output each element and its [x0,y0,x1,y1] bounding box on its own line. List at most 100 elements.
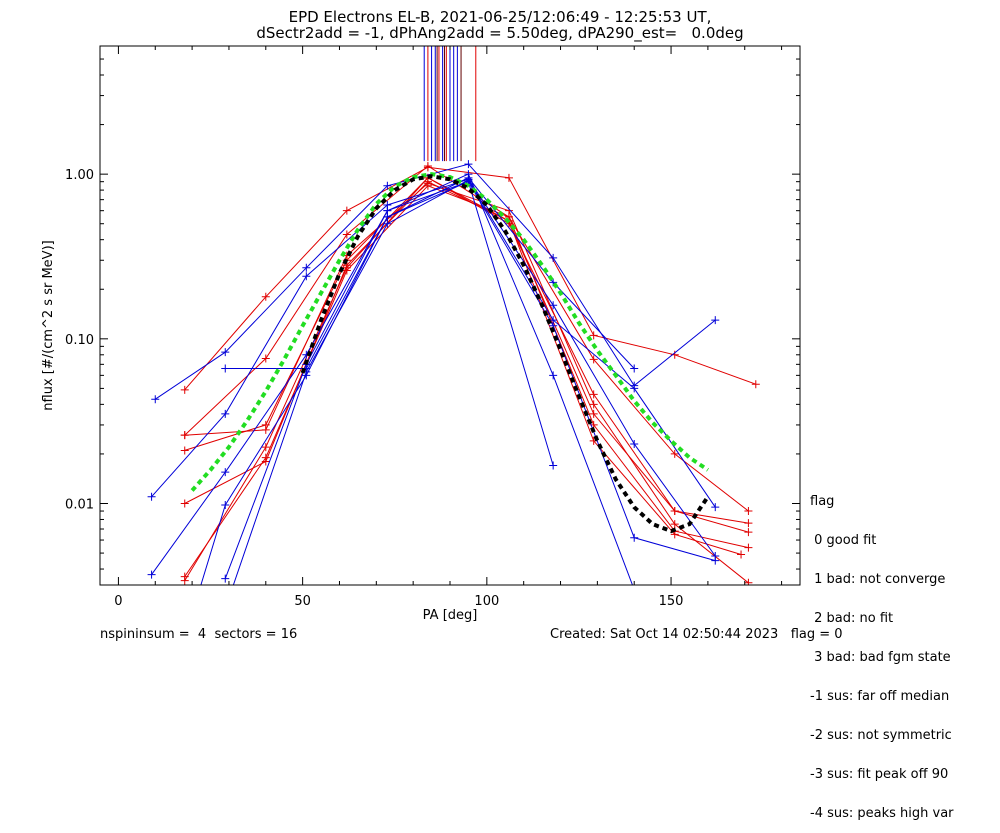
data-point [261,354,270,363]
data-point [549,371,558,380]
x-tick-label: 100 [474,594,499,609]
series-line [224,173,633,585]
chart-subtitle: dSectr2add = -1, dPhAng2add = 5.50deg, d… [256,24,744,42]
data-point [302,272,311,281]
flag-legend: flag 0 good fit 1 bad: not converge 2 ba… [810,469,954,833]
data-point [630,586,638,594]
series-line [225,177,635,369]
data-point [549,301,558,310]
series-line [184,165,749,512]
data-point [670,507,679,516]
data-point [464,160,473,169]
data-point [261,443,270,452]
x-axis-label: PA [deg] [423,608,478,623]
data-point [342,206,351,215]
data-point [630,533,639,542]
series-line [151,181,716,575]
data-point [737,550,746,559]
data-point [221,605,229,613]
legend-item-0: 0 good fit [810,533,877,548]
fit-curve [300,174,710,534]
x-tick-label: 150 [659,594,684,609]
data-point [751,380,760,389]
plot-area [147,46,760,613]
data-point [147,570,156,579]
data-point [302,263,311,272]
data-point [711,316,720,325]
data-point [670,449,679,458]
data-point [589,331,598,340]
data-point [383,212,392,221]
data-point [221,500,230,509]
data-point [261,292,270,301]
legend-item-3: 3 bad: bad fgm state [810,650,951,665]
legend-title: flag [810,494,835,509]
data-point [383,219,392,228]
data-point [221,348,230,357]
data-point [711,503,720,512]
data-point [504,206,513,215]
legend-item-6: -3 sus: fit peak off 90 [810,767,949,782]
data-point [630,364,639,373]
data-point [549,253,558,262]
series-line [184,182,749,584]
data-point [195,586,203,594]
data-point [151,395,160,404]
data-point [744,528,753,537]
data-point [504,173,513,182]
y-tick-label: 0.10 [65,333,94,348]
y-axis-label: nflux [#/(cm^2 s sr MeV)] [41,240,56,410]
data-point [180,431,189,440]
data-point [744,507,753,516]
legend-item-7: -4 sus: peaks high var [810,806,954,821]
data-point [464,176,473,185]
data-point [630,439,639,448]
data-point [711,556,720,565]
y-tick-label: 0.01 [65,498,94,513]
y-tick-label: 1.00 [65,168,94,183]
data-point [261,453,270,462]
series-line [155,163,716,400]
data-point [423,179,432,188]
data-point [423,162,432,171]
chart-title: EPD Electrons EL-B, 2021-06-25/12:06:49 … [288,8,712,26]
data-point [589,400,598,409]
data-point [383,181,392,190]
data-point [549,316,558,325]
data-point [744,543,753,552]
data-point [180,385,189,394]
data-point [180,499,189,508]
footer-sectors: nspininsum = 4 sectors = 16 [100,627,298,642]
data-point [342,230,351,239]
legend-item-2: 2 bad: no fit [810,611,894,626]
data-point [221,409,230,418]
data-point [630,384,639,393]
series-line [232,179,716,585]
data-point [589,355,598,364]
x-tick-label: 50 [294,594,311,609]
data-point [589,409,598,418]
data-point [589,390,598,399]
data-point [549,461,558,470]
data-point [180,446,189,455]
data-point [147,492,156,501]
x-tick-label: 0 [114,594,122,609]
data-point [261,425,270,434]
legend-item-4: -1 sus: far off median [810,689,950,704]
data-point [744,578,753,585]
fit-curve [190,172,710,492]
data-point [670,520,679,529]
data-point [744,519,753,528]
legend-item-1: 1 bad: not converge [810,572,946,587]
series-line [200,181,554,585]
chart-plot: 0 50 100 150 0.01 0.10 1.00 PA [deg] nflux [#/(c… [41,45,801,623]
data-point [180,576,189,585]
data-point [221,468,230,477]
data-point [221,574,230,583]
data-point [342,263,351,272]
series-line [184,185,749,577]
series-line [184,177,742,581]
legend-item-5: -2 sus: not symmetric [810,728,952,743]
footer-created: Created: Sat Oct 14 02:50:44 2023 flag =… [550,627,843,642]
data-point [221,364,230,373]
